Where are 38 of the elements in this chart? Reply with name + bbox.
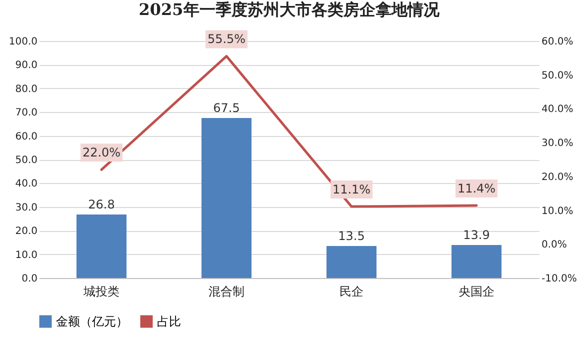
y2-tick-label: 10.0% bbox=[542, 206, 574, 217]
y-tick-label: 40.0 bbox=[15, 178, 38, 190]
y2-tick-label: 0.0% bbox=[542, 240, 567, 251]
y-tick-label: 30.0 bbox=[15, 202, 38, 214]
x-tick-label: 混合制 bbox=[208, 284, 244, 298]
y-tick-label: 90.0 bbox=[15, 60, 38, 72]
legend-label: 金额（亿元） bbox=[56, 314, 128, 329]
data-label: 13.9 bbox=[463, 228, 490, 242]
data-label: 67.5 bbox=[213, 101, 240, 116]
y-tick-label: 50.0 bbox=[15, 155, 38, 166]
data-label: 11.4% bbox=[457, 182, 496, 196]
y2-tick-label: 30.0% bbox=[542, 138, 574, 150]
x-tick-label: 央国企 bbox=[458, 284, 494, 298]
y-tick-label: 70.0 bbox=[15, 108, 38, 119]
y-tick-label: 100.0 bbox=[8, 36, 38, 48]
y2-tick-label: -10.0% bbox=[542, 274, 577, 284]
bar bbox=[326, 246, 376, 278]
data-label: 26.8 bbox=[88, 197, 115, 212]
y-tick-label: 0.0 bbox=[22, 274, 38, 284]
legend-label: 占比 bbox=[157, 314, 181, 329]
bar bbox=[202, 118, 252, 278]
data-label: 22.0% bbox=[82, 146, 121, 160]
data-label: 11.1% bbox=[332, 182, 371, 197]
data-label: 13.5 bbox=[338, 229, 365, 244]
y-tick-label: 60.0 bbox=[15, 131, 38, 142]
y-tick-label: 20.0 bbox=[15, 226, 38, 238]
y2-tick-label: 60.0% bbox=[542, 36, 574, 48]
y2-tick-label: 20.0% bbox=[542, 172, 574, 183]
bar bbox=[452, 245, 502, 278]
x-tick-label: 城投类 bbox=[82, 284, 120, 298]
x-tick-label: 民企 bbox=[340, 284, 364, 298]
chart-title: 2025年一季度苏州大市各类房企拿地情况 bbox=[138, 0, 440, 20]
y-tick-label: 80.0 bbox=[15, 84, 38, 95]
bar bbox=[76, 214, 126, 278]
y2-tick-label: 50.0% bbox=[542, 70, 574, 82]
data-label: 55.5% bbox=[207, 32, 246, 46]
y2-tick-label: 40.0% bbox=[542, 104, 574, 116]
y-tick-label: 10.0 bbox=[15, 250, 38, 261]
